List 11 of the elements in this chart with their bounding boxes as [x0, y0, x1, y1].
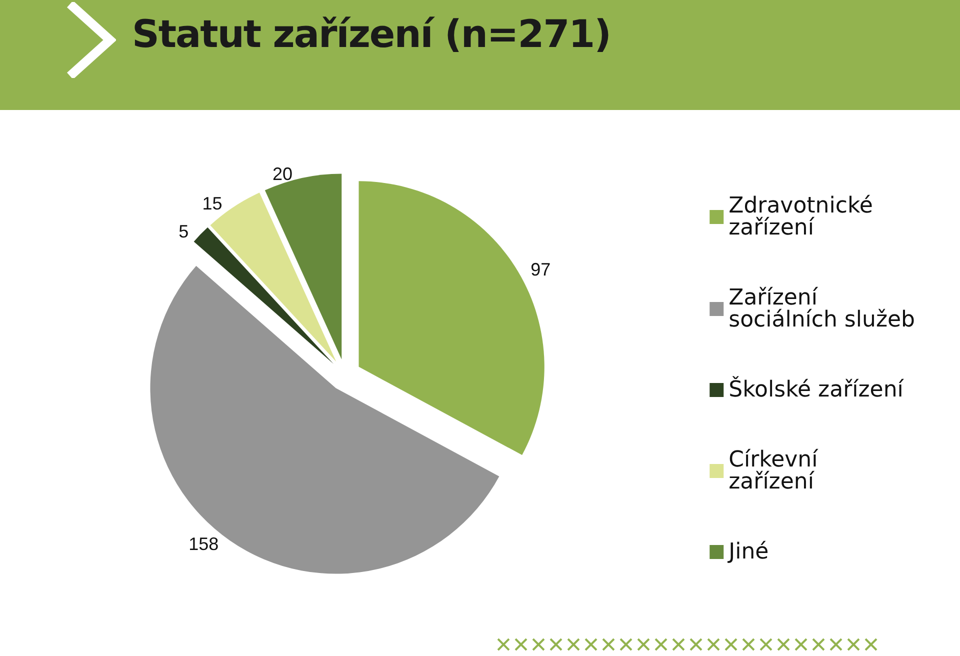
legend-label: Školské zařízení	[728, 376, 904, 402]
data-label: 97	[530, 260, 551, 280]
data-label: 15	[202, 194, 222, 214]
legend-label: Zařízení sociálních služeb	[728, 286, 916, 332]
data-label: 158	[188, 534, 219, 554]
legend-label: Církevní zařízení	[728, 448, 825, 494]
data-label: 5	[178, 222, 189, 242]
chart-title: Statut zařízení (n=271)	[132, 12, 610, 56]
legend-label: Jiné	[726, 540, 769, 564]
legend-label: Zdravotnické zařízení	[728, 194, 880, 240]
data-label: 20	[272, 164, 293, 184]
